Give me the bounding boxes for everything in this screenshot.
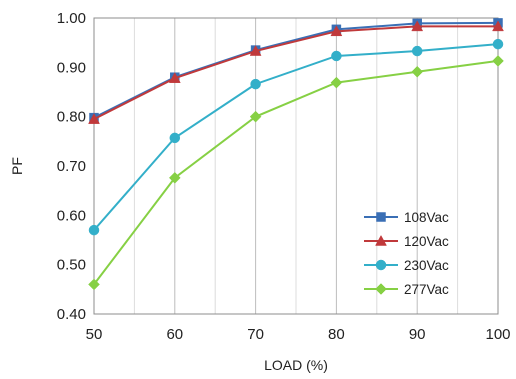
x-tick-label: 90 (409, 326, 426, 343)
series-line (93, 59, 499, 286)
data-point-triangle (88, 113, 100, 124)
data-point-circle (492, 38, 504, 50)
data-point-diamond (88, 278, 100, 291)
data-point-triangle (249, 45, 262, 56)
data-point-circle (331, 50, 342, 62)
data-point-diamond (249, 110, 262, 123)
data-point-triangle (168, 72, 181, 83)
y-tick-label: 0.90 (57, 59, 86, 76)
y-tick-label: 0.40 (57, 306, 86, 323)
data-point-diamond (375, 283, 387, 295)
y-tick-label: 0.70 (57, 158, 86, 175)
gridlines (133, 18, 459, 314)
data-point-triangle (330, 25, 343, 37)
y-tick-label: 0.80 (57, 109, 86, 126)
legend-label: 277Vac (404, 282, 449, 297)
x-tick-label: 60 (166, 326, 183, 343)
data-point-circle (169, 132, 181, 144)
series-230Vac (88, 38, 504, 236)
y-axis-title: PF (9, 157, 25, 175)
data-point-triangle (492, 20, 504, 32)
data-point-circle (88, 224, 100, 236)
data-series (88, 18, 504, 291)
data-point-triangle (375, 234, 387, 246)
legend-label: 120Vac (404, 234, 449, 249)
data-point-circle (250, 78, 261, 90)
x-tick-label: 100 (485, 326, 510, 343)
data-point-square (376, 212, 386, 222)
legend-label: 230Vac (404, 258, 449, 273)
data-point-diamond (168, 171, 181, 184)
data-point-triangle (411, 20, 424, 32)
plot-area-frame (93, 17, 499, 315)
legend-entry: 230Vac (364, 258, 449, 273)
y-tick-label: 0.60 (57, 207, 86, 224)
series-120Vac (88, 20, 504, 124)
legend: 108Vac 120Vac 230Vac 277Vac (364, 210, 449, 297)
data-point-circle (411, 45, 423, 57)
x-axis-ticks: 50 60 70 80 90 100 (86, 326, 511, 343)
series-line (93, 43, 499, 231)
legend-label: 108Vac (404, 210, 449, 225)
data-point-circle (375, 259, 387, 271)
legend-entry: 120Vac (364, 234, 449, 249)
x-tick-label: 80 (328, 326, 345, 343)
y-axis-ticks: 0.40 0.50 0.60 0.70 0.80 0.90 1.00 (57, 10, 86, 323)
data-point-diamond (492, 55, 504, 67)
y-tick-label: 0.50 (57, 257, 86, 274)
data-point-diamond (411, 65, 424, 78)
legend-entry: 108Vac (364, 210, 449, 225)
y-tick-label: 1.00 (57, 10, 86, 27)
data-point-diamond (330, 76, 343, 89)
series-line (93, 25, 498, 121)
x-tick-label: 70 (247, 326, 264, 343)
legend-entry: 277Vac (364, 282, 449, 297)
x-axis-title: LOAD (%) (264, 357, 328, 373)
x-tick-label: 50 (86, 326, 103, 343)
series-277Vac (88, 55, 504, 291)
